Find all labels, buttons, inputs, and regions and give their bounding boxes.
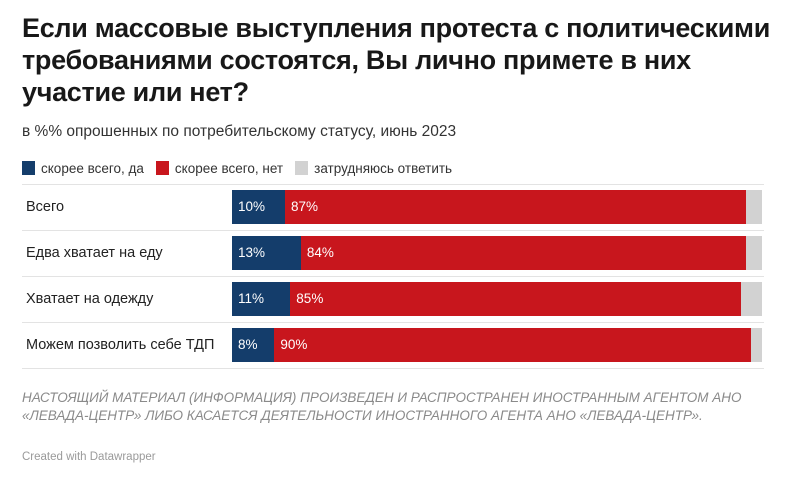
stacked-bar: 8% 90% [232,328,762,362]
category-label: Хватает на одежду [26,291,154,307]
legend-item-yes: скорее всего, да [22,161,144,176]
legend-label-undecided: затрудняюсь ответить [314,160,453,176]
bar-segment-yes: 10% [232,190,285,224]
data-label: 87% [291,199,319,214]
category-label: Едва хватает на еду [26,245,163,261]
chart-subtitle: в %% опрошенных по потребительскому стат… [22,123,457,140]
data-label: 10% [238,199,266,214]
datawrapper-credit: Created with Datawrapper [22,451,156,463]
row-separator [22,322,764,323]
legend-item-undecided: затрудняюсь ответить [295,161,452,176]
bar-segment-no: 85% [290,282,741,316]
stacked-bar: 10% 87% [232,190,762,224]
bar-segment-undecided [740,282,762,316]
chart-legend: скорее всего, да скорее всего, нет затру… [22,159,464,177]
stacked-bar: 11% 85% [232,282,762,316]
row-separator [22,276,764,277]
data-label: 8% [238,337,258,352]
bar-segment-undecided [751,328,762,362]
category-label: Можем позволить себе ТДП [26,337,215,353]
bar-segment-yes: 8% [232,328,275,362]
stacked-bar: 13% 84% [232,236,762,270]
foreign-agent-disclaimer: НАСТОЯЩИЙ МАТЕРИАЛ (ИНФОРМАЦИЯ) ПРОИЗВЕД… [22,390,742,423]
category-label: Всего [26,199,65,215]
legend-label-no: скорее всего, нет [174,160,284,176]
legend-swatch-yes [22,161,35,175]
data-label: 85% [296,291,324,306]
legend-swatch-no [155,161,169,175]
row-separator [22,184,764,185]
data-label: 90% [280,337,308,352]
row-separator [22,230,764,231]
data-label: 13% [238,245,266,260]
bar-segment-no: 87% [285,190,747,224]
bar-segment-no: 84% [300,236,747,270]
row-separator [22,368,764,369]
bar-segment-no: 90% [274,328,752,362]
bar-segment-yes: 11% [232,282,291,316]
bar-segment-undecided [746,190,762,224]
bar-segment-yes: 13% [232,236,301,270]
chart-title: Если массовые выступления протеста с пол… [22,13,770,107]
bar-segment-undecided [746,236,762,270]
legend-label-yes: скорее всего, да [41,160,144,176]
data-label: 84% [306,245,334,260]
legend-item-no: скорее всего, нет [155,160,284,176]
data-label: 11% [238,291,265,306]
legend-swatch-undecided [295,161,309,175]
